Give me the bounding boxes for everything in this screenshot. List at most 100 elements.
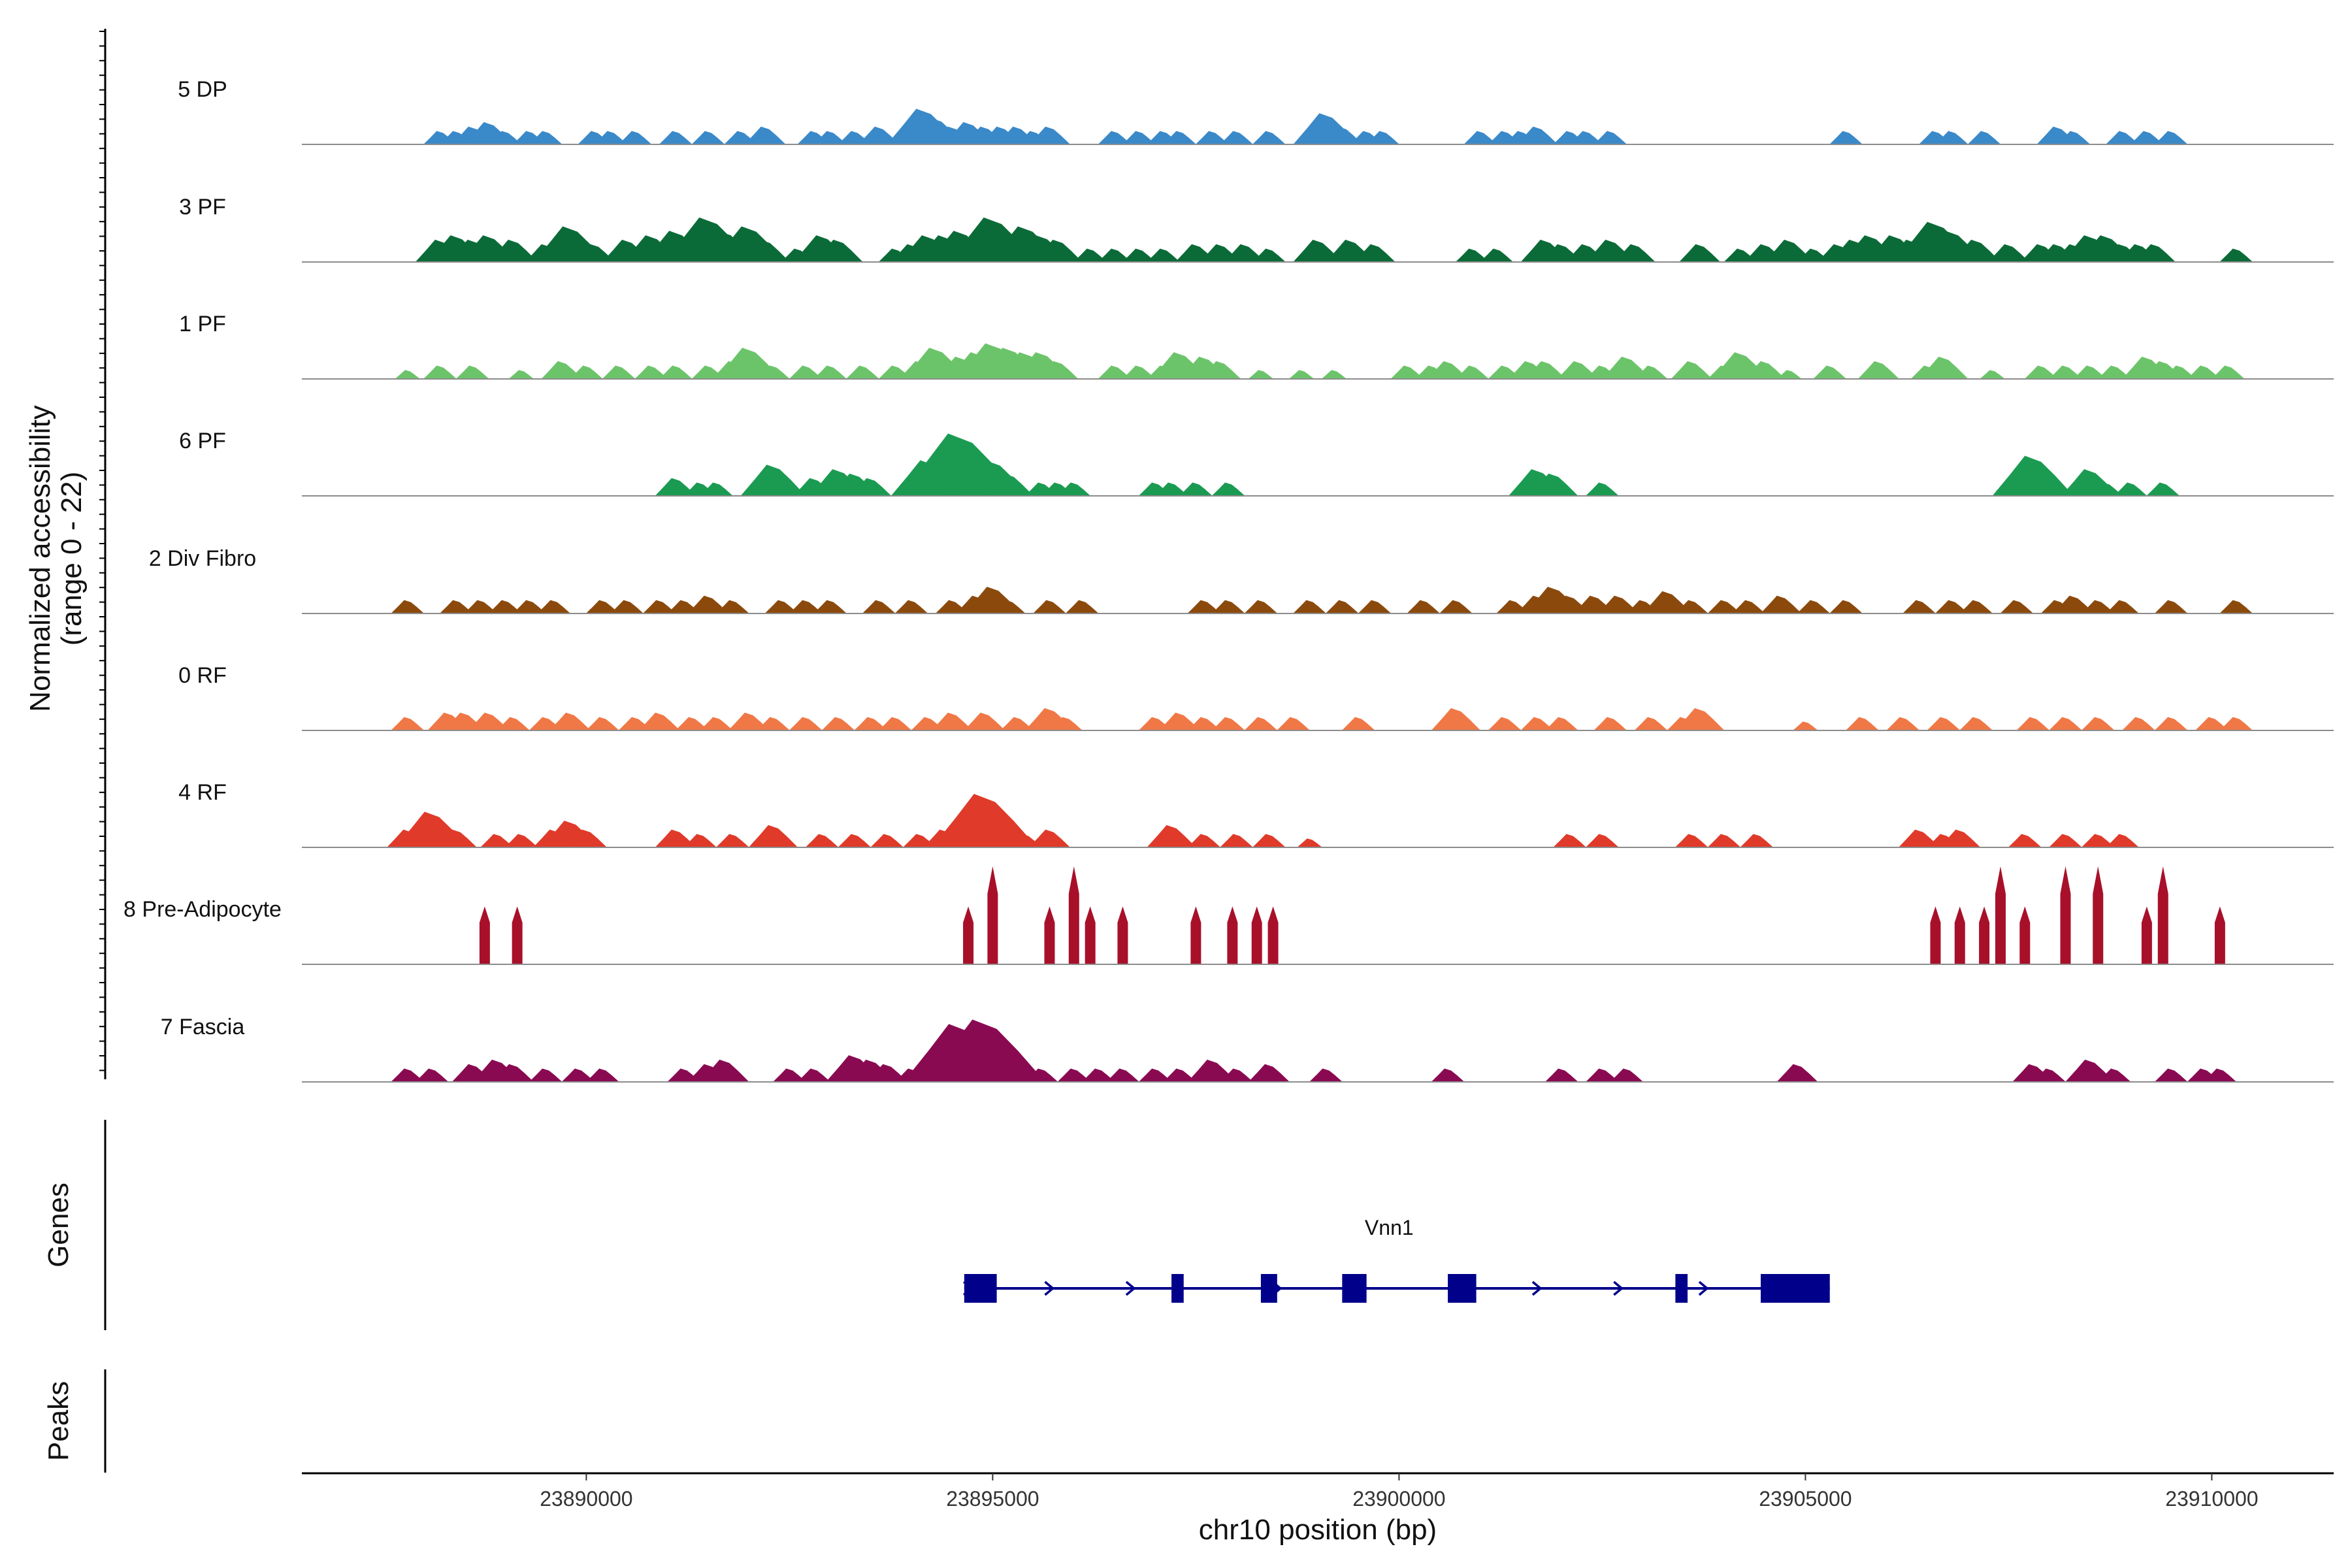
coverage-peak xyxy=(1614,244,1656,262)
coverage-peak xyxy=(1000,717,1034,730)
peaks-track-label: Peaks xyxy=(42,1381,74,1461)
coverage-peak xyxy=(1057,1068,1091,1082)
coverage-peak xyxy=(1427,361,1469,379)
coverage-peak xyxy=(1163,131,1196,144)
coverage-peak xyxy=(1634,717,1668,730)
strand-arrow xyxy=(1044,1281,1055,1296)
strand-arrow xyxy=(1531,1281,1543,1296)
coverage-peak xyxy=(2122,717,2155,730)
coverage-peak xyxy=(1455,365,1489,379)
coverage-peak xyxy=(1431,1068,1465,1082)
coverage-peak xyxy=(1760,595,1802,613)
coverage-peak xyxy=(1597,595,1639,613)
coverage-peak xyxy=(1954,906,1965,964)
gene-exon xyxy=(964,1274,997,1303)
coverage-peak xyxy=(984,473,1034,496)
coverage-peak xyxy=(2081,834,2115,847)
coverage-peak xyxy=(1674,600,1708,613)
coverage-peak xyxy=(1455,248,1489,262)
coverage-peak xyxy=(789,717,823,730)
gene-name-label: Vnn1 xyxy=(1365,1216,1414,1239)
coverage-peak xyxy=(2097,365,2131,379)
coverage-peak xyxy=(1187,1059,1237,1082)
coverage-peak xyxy=(683,834,717,847)
coverage-peak xyxy=(479,906,490,964)
coverage-peak xyxy=(1081,1068,1115,1082)
coverage-peak xyxy=(1106,1068,1139,1082)
coverage-peak xyxy=(1211,482,1245,496)
coverage-peak xyxy=(805,834,839,847)
coverage-peak xyxy=(1707,600,1741,613)
gene-exon xyxy=(1171,1274,1184,1303)
coverage-peak xyxy=(435,829,477,847)
coverage-peak xyxy=(2081,717,2115,730)
coverage-peak xyxy=(655,478,696,496)
coverage-peak xyxy=(862,600,896,613)
coverage-peak xyxy=(415,1068,449,1082)
coverage-peak xyxy=(2214,906,2225,964)
coverage-peak xyxy=(2019,906,2031,964)
coverage-peak xyxy=(1248,370,1274,379)
coverage-peak xyxy=(549,712,591,730)
coverage-peak xyxy=(1251,906,1262,964)
coverage-peak xyxy=(1935,600,1968,613)
coverage-peak xyxy=(1187,600,1221,613)
coverage-peak xyxy=(1252,834,1286,847)
coverage-peak xyxy=(1919,356,1968,379)
y-axis-title-line1: Normalized accessibility xyxy=(24,405,56,711)
x-tick-label: 23895000 xyxy=(946,1487,1039,1511)
coverage-peak xyxy=(1158,712,1201,730)
coverage-peak xyxy=(468,712,510,730)
coverage-peak xyxy=(2163,365,2197,379)
coverage-peak xyxy=(2057,131,2091,144)
coverage-peak xyxy=(529,131,563,144)
gene-exon xyxy=(1448,1274,1477,1303)
coverage-peak xyxy=(1593,131,1627,144)
coverage-peak xyxy=(512,600,546,613)
x-tick-label: 23890000 xyxy=(540,1487,632,1511)
coverage-peak xyxy=(1520,717,1554,730)
coverage-peak xyxy=(2049,834,2082,847)
coverage-peak xyxy=(2073,365,2107,379)
gene-exon xyxy=(1760,1274,1830,1303)
coverage-peak xyxy=(1098,365,1132,379)
track-8-pre-adipocyte: 8 Pre-Adipocyte xyxy=(123,866,2334,965)
coverage-peak xyxy=(748,825,798,847)
track-label: 4 RF xyxy=(178,780,227,805)
coverage-peak xyxy=(1439,600,1473,613)
coverage-peak xyxy=(1288,370,1315,379)
coverage-peak xyxy=(504,834,538,847)
coverage-peak xyxy=(1179,482,1213,496)
coverage-peak xyxy=(813,600,847,613)
coverage-peak xyxy=(508,370,534,379)
coverage-peak xyxy=(391,600,425,613)
coverage-peak xyxy=(1033,600,1066,613)
coverage-peak xyxy=(1244,600,1278,613)
track-2-div-fibro: 2 Div Fibro xyxy=(149,546,2334,614)
coverage-peak xyxy=(2211,365,2245,379)
coverage-peak xyxy=(488,600,522,613)
coverage-peak xyxy=(1224,244,1266,262)
coverage-peak xyxy=(1927,717,1961,730)
coverage-peak xyxy=(1244,717,1278,730)
gene-exon xyxy=(1342,1274,1367,1303)
coverage-peak xyxy=(2203,1068,2237,1082)
coverage-peak xyxy=(850,478,892,496)
coverage-peak xyxy=(740,239,790,262)
coverage-peak xyxy=(1731,600,1765,613)
coverage-peak xyxy=(391,717,425,730)
coverage-peak xyxy=(529,1068,563,1082)
coverage-peak xyxy=(1190,906,1201,964)
coverage-peak xyxy=(813,239,863,262)
track-label: 8 Pre-Adipocyte xyxy=(123,897,282,922)
coverage-peak xyxy=(1544,717,1578,730)
coverage-peak xyxy=(1987,244,2029,262)
coverage-peak xyxy=(2097,1068,2131,1082)
coverage-peak xyxy=(1358,600,1392,613)
coverage-peak xyxy=(1674,834,1708,847)
coverage-peak xyxy=(1366,131,1399,144)
coverage-peak xyxy=(423,365,457,379)
coverage-peak xyxy=(480,834,514,847)
strand-arrow xyxy=(1125,1281,1136,1296)
